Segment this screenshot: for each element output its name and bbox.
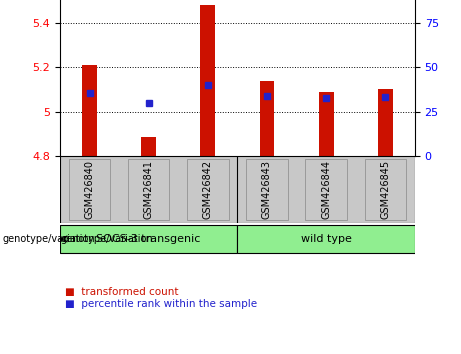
FancyBboxPatch shape [187,159,229,219]
Text: GSM426844: GSM426844 [321,160,331,219]
FancyBboxPatch shape [128,159,169,219]
Bar [141,137,156,156]
Text: GSM426840: GSM426840 [84,160,95,219]
Text: ■  transformed count: ■ transformed count [65,287,178,297]
Bar [60,156,415,223]
Text: SOCS-3 transgenic: SOCS-3 transgenic [96,234,201,244]
FancyBboxPatch shape [69,159,110,219]
Bar [319,92,334,156]
Text: GSM426843: GSM426843 [262,160,272,219]
FancyBboxPatch shape [306,159,347,219]
Text: genotype/variation: genotype/variation [2,234,95,244]
Bar [378,90,393,156]
Text: GSM426842: GSM426842 [203,160,213,219]
Bar [201,5,215,156]
FancyBboxPatch shape [237,225,415,253]
Text: GSM426845: GSM426845 [380,160,390,219]
Bar [260,81,274,156]
FancyBboxPatch shape [246,159,288,219]
Text: genotype/variation: genotype/variation [60,234,153,244]
Text: GSM426841: GSM426841 [144,160,154,219]
FancyBboxPatch shape [365,159,406,219]
Bar [82,65,97,156]
FancyBboxPatch shape [60,225,237,253]
Text: wild type: wild type [301,234,352,244]
Text: ■  percentile rank within the sample: ■ percentile rank within the sample [65,299,257,309]
